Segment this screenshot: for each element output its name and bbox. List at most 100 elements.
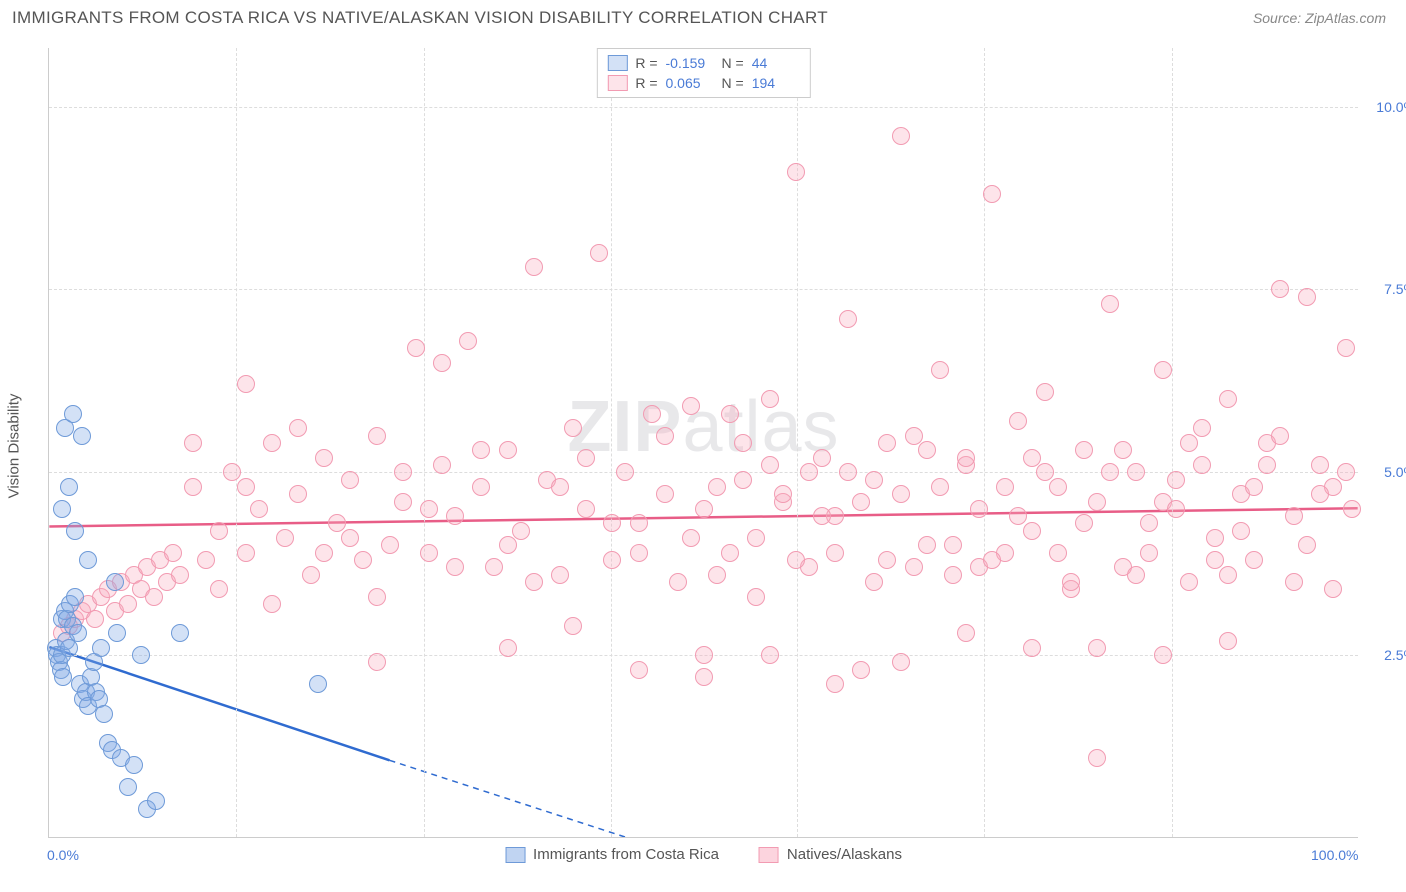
data-point xyxy=(341,529,359,547)
data-point xyxy=(394,463,412,481)
gridline-h xyxy=(49,289,1358,290)
correlation-legend: R =-0.159N =44R =0.065N =194 xyxy=(596,48,810,98)
data-point xyxy=(695,500,713,518)
data-point xyxy=(171,624,189,642)
data-point xyxy=(472,441,490,459)
data-point xyxy=(865,471,883,489)
legend-swatch xyxy=(759,847,779,863)
data-point xyxy=(1180,434,1198,452)
data-point xyxy=(551,478,569,496)
data-point xyxy=(119,595,137,613)
data-point xyxy=(237,375,255,393)
data-point xyxy=(577,500,595,518)
data-point xyxy=(1101,463,1119,481)
data-point xyxy=(368,653,386,671)
data-point xyxy=(1088,493,1106,511)
data-point xyxy=(826,544,844,562)
data-point xyxy=(1049,478,1067,496)
data-point xyxy=(1049,544,1067,562)
data-point xyxy=(1154,361,1172,379)
data-point xyxy=(761,456,779,474)
data-point xyxy=(1075,514,1093,532)
legend-r-value: -0.159 xyxy=(666,55,714,71)
data-point xyxy=(525,258,543,276)
data-point xyxy=(983,185,1001,203)
data-point xyxy=(64,405,82,423)
data-point xyxy=(1075,441,1093,459)
data-point xyxy=(721,405,739,423)
data-point xyxy=(1101,295,1119,313)
data-point xyxy=(695,646,713,664)
data-point xyxy=(92,639,110,657)
gridline-v xyxy=(1172,48,1173,837)
data-point xyxy=(459,332,477,350)
data-point xyxy=(1258,456,1276,474)
data-point xyxy=(1337,463,1355,481)
data-point xyxy=(420,544,438,562)
data-point xyxy=(302,566,320,584)
data-point xyxy=(499,441,517,459)
data-point xyxy=(826,675,844,693)
data-point xyxy=(603,514,621,532)
data-point xyxy=(1154,646,1172,664)
data-point xyxy=(1180,573,1198,591)
gridline-h xyxy=(49,107,1358,108)
data-point xyxy=(1219,390,1237,408)
data-point xyxy=(66,588,84,606)
data-point xyxy=(73,427,91,445)
data-point xyxy=(761,390,779,408)
data-point xyxy=(132,646,150,664)
legend-row: R =-0.159N =44 xyxy=(607,53,799,73)
legend-r-value: 0.065 xyxy=(666,75,714,91)
data-point xyxy=(852,493,870,511)
data-point xyxy=(1036,383,1054,401)
data-point xyxy=(512,522,530,540)
data-point xyxy=(734,471,752,489)
data-point xyxy=(892,485,910,503)
data-point xyxy=(54,668,72,686)
data-point xyxy=(1023,449,1041,467)
data-point xyxy=(95,705,113,723)
data-point xyxy=(420,500,438,518)
data-point xyxy=(983,551,1001,569)
data-point xyxy=(86,610,104,628)
data-point xyxy=(918,441,936,459)
data-point xyxy=(682,529,700,547)
legend-n-label: N = xyxy=(722,55,744,71)
data-point xyxy=(590,244,608,262)
data-point xyxy=(551,566,569,584)
data-point xyxy=(1193,419,1211,437)
data-point xyxy=(197,551,215,569)
data-point xyxy=(1023,522,1041,540)
data-point xyxy=(1298,288,1316,306)
data-point xyxy=(918,536,936,554)
legend-n-value: 194 xyxy=(752,75,800,91)
data-point xyxy=(721,544,739,562)
watermark: ZIPatlas xyxy=(567,386,839,468)
data-point xyxy=(708,566,726,584)
data-point xyxy=(328,514,346,532)
data-point xyxy=(1140,514,1158,532)
data-point xyxy=(276,529,294,547)
data-point xyxy=(1245,478,1263,496)
gridline-v xyxy=(424,48,425,837)
data-point xyxy=(669,573,687,591)
data-point xyxy=(1009,507,1027,525)
data-point xyxy=(381,536,399,554)
data-point xyxy=(1206,529,1224,547)
data-point xyxy=(787,163,805,181)
data-point xyxy=(695,668,713,686)
y-tick-label: 10.0% xyxy=(1364,99,1406,115)
data-point xyxy=(1167,500,1185,518)
data-point xyxy=(905,558,923,576)
gridline-v xyxy=(984,48,985,837)
data-point xyxy=(69,624,87,642)
data-point xyxy=(878,551,896,569)
data-point xyxy=(125,756,143,774)
data-point xyxy=(905,427,923,445)
chart-header: IMMIGRANTS FROM COSTA RICA VS NATIVE/ALA… xyxy=(0,0,1406,36)
data-point xyxy=(315,449,333,467)
source-attribution: Source: ZipAtlas.com xyxy=(1253,10,1386,26)
data-point xyxy=(1232,522,1250,540)
data-point xyxy=(164,544,182,562)
